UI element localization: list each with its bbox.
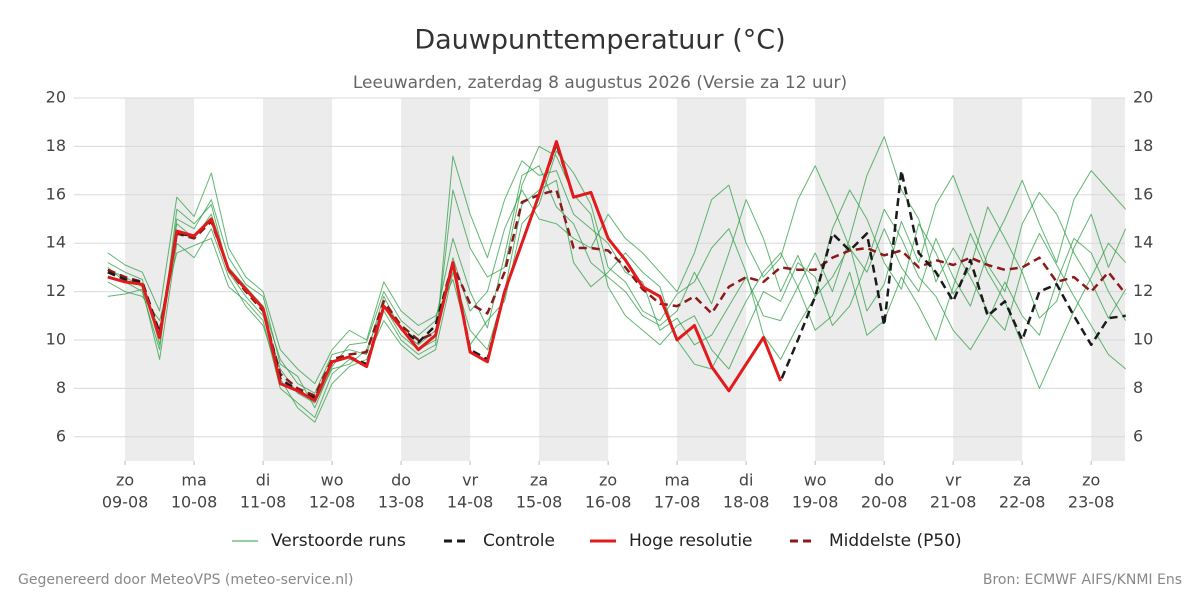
x-tick-day: zo <box>1082 471 1100 490</box>
x-tick-day: ma <box>181 471 206 490</box>
x-tick-day: wo <box>804 471 827 490</box>
legend-label: Verstoorde runs <box>271 531 406 551</box>
x-tick-date: 19-08 <box>792 493 839 512</box>
y-tick-label: 18 <box>46 136 66 155</box>
x-tick-day: zo <box>599 471 617 490</box>
series-line <box>107 140 782 402</box>
x-tick-day: vr <box>462 471 478 490</box>
x-tick-day: do <box>874 471 894 490</box>
day-band <box>263 98 333 461</box>
footer-left: Gegenereerd door MeteoVPS (meteo-service… <box>18 572 353 588</box>
x-tick-date: 10-08 <box>171 493 218 512</box>
x-tick-date: 21-08 <box>930 493 977 512</box>
ensemble-run <box>107 150 1127 385</box>
legend-label: Middelste (P50) <box>829 531 962 551</box>
x-tick-day: zo <box>116 471 134 490</box>
chart-title: Dauwpunttemperatuur (°C) <box>414 25 785 56</box>
x-tick-date: 17-08 <box>654 493 701 512</box>
x-tick-date: 20-08 <box>861 493 908 512</box>
y-tick-label: 20 <box>46 88 66 107</box>
day-band <box>677 98 747 461</box>
x-tick-date: 12-08 <box>309 493 356 512</box>
x-tick-date: 15-08 <box>516 493 563 512</box>
x-tick-date: 16-08 <box>585 493 632 512</box>
y2-tick-label: 20 <box>1133 88 1153 107</box>
x-tick-day: ma <box>664 471 689 490</box>
legend-label: Hoge resolutie <box>629 531 753 551</box>
y2-tick-label: 14 <box>1133 233 1153 252</box>
day-band <box>1091 98 1125 461</box>
y2-tick-label: 10 <box>1133 330 1153 349</box>
x-tick-date: 11-08 <box>240 493 287 512</box>
y-tick-label: 16 <box>46 184 66 203</box>
chart-subtitle: Leeuwarden, zaterdag 8 augustus 2026 (Ve… <box>353 73 847 93</box>
x-tick-date: 13-08 <box>378 493 425 512</box>
y-tick-label: 12 <box>46 281 66 300</box>
y-tick-label: 6 <box>56 426 66 445</box>
x-tick-day: za <box>530 471 548 490</box>
x-tick-day: za <box>1013 471 1031 490</box>
x-tick-date: 23-08 <box>1068 493 1115 512</box>
x-tick-day: vr <box>945 471 961 490</box>
x-tick-day: di <box>256 471 271 490</box>
legend-label: Controle <box>483 531 555 551</box>
ensemble-run <box>107 165 1127 394</box>
y2-tick-label: 12 <box>1133 281 1153 300</box>
y2-tick-label: 8 <box>1133 378 1143 397</box>
y-tick-label: 10 <box>46 330 66 349</box>
x-tick-day: do <box>391 471 411 490</box>
x-tick-date: 22-08 <box>999 493 1046 512</box>
day-band <box>815 98 885 461</box>
y-tick-label: 14 <box>46 233 66 252</box>
day-band <box>953 98 1023 461</box>
x-tick-date: 09-08 <box>102 493 149 512</box>
y2-tick-label: 6 <box>1133 426 1143 445</box>
y-tick-label: 8 <box>56 378 66 397</box>
y2-tick-label: 16 <box>1133 184 1153 203</box>
x-tick-day: di <box>739 471 754 490</box>
x-tick-date: 18-08 <box>723 493 770 512</box>
footer-right: Bron: ECMWF AIFS/KNMI Ens <box>983 572 1182 588</box>
ensemble-run <box>107 165 1127 409</box>
y2-tick-label: 18 <box>1133 136 1153 155</box>
x-tick-day: wo <box>321 471 344 490</box>
x-tick-date: 14-08 <box>447 493 494 512</box>
